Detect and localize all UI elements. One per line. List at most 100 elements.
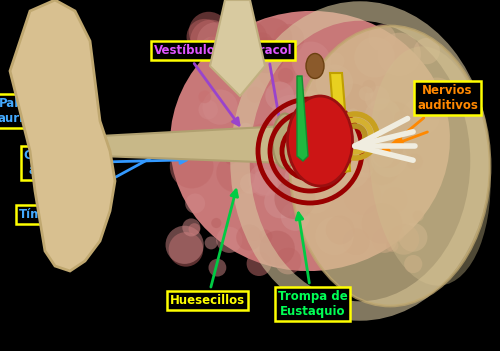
Circle shape — [378, 33, 421, 76]
Circle shape — [372, 138, 403, 168]
Text: Conducto
auditivo: Conducto auditivo — [24, 149, 186, 177]
Circle shape — [374, 127, 405, 159]
Polygon shape — [100, 126, 290, 163]
Text: Trompa de
Eustaquio: Trompa de Eustaquio — [278, 213, 347, 318]
Circle shape — [211, 218, 222, 228]
Circle shape — [372, 227, 397, 253]
Circle shape — [354, 37, 395, 78]
Circle shape — [198, 100, 218, 119]
Circle shape — [352, 123, 369, 140]
Circle shape — [252, 124, 268, 140]
Circle shape — [208, 259, 226, 277]
Circle shape — [231, 20, 268, 57]
Circle shape — [414, 38, 440, 64]
Circle shape — [274, 178, 316, 219]
Circle shape — [322, 165, 334, 177]
Circle shape — [310, 160, 320, 171]
Circle shape — [342, 228, 370, 256]
Circle shape — [265, 124, 276, 134]
Circle shape — [406, 153, 423, 170]
Polygon shape — [10, 0, 115, 271]
Circle shape — [274, 24, 304, 54]
Circle shape — [186, 19, 222, 55]
Circle shape — [202, 90, 238, 125]
Circle shape — [249, 44, 260, 54]
Circle shape — [338, 178, 350, 191]
Circle shape — [328, 101, 338, 112]
Circle shape — [270, 139, 284, 152]
Circle shape — [206, 34, 231, 59]
Circle shape — [225, 153, 236, 165]
Circle shape — [359, 86, 373, 101]
Circle shape — [402, 98, 440, 135]
Circle shape — [394, 111, 408, 125]
Circle shape — [284, 163, 316, 194]
Circle shape — [297, 177, 333, 213]
Polygon shape — [210, 0, 265, 96]
Circle shape — [364, 104, 394, 133]
Polygon shape — [330, 73, 350, 173]
Circle shape — [289, 203, 307, 220]
Circle shape — [189, 12, 228, 52]
Circle shape — [404, 255, 422, 273]
Text: Pabellón
auricular: Pabellón auricular — [0, 97, 92, 153]
Circle shape — [412, 210, 424, 221]
Circle shape — [362, 203, 403, 244]
Circle shape — [378, 101, 413, 137]
Circle shape — [260, 231, 295, 266]
Circle shape — [278, 68, 293, 84]
Circle shape — [246, 251, 272, 276]
Circle shape — [388, 224, 419, 255]
Circle shape — [398, 223, 428, 252]
Text: Nervios
auditivos: Nervios auditivos — [382, 84, 478, 152]
Ellipse shape — [306, 53, 324, 79]
Circle shape — [372, 145, 394, 167]
Circle shape — [225, 128, 256, 159]
Circle shape — [247, 227, 261, 241]
Circle shape — [210, 42, 225, 58]
Circle shape — [364, 99, 401, 135]
Circle shape — [299, 77, 312, 90]
Circle shape — [239, 37, 258, 55]
Circle shape — [246, 123, 285, 162]
Circle shape — [259, 230, 272, 243]
Circle shape — [188, 223, 200, 235]
Circle shape — [190, 20, 231, 61]
Circle shape — [248, 163, 282, 197]
Circle shape — [201, 128, 228, 156]
Ellipse shape — [272, 113, 297, 168]
Circle shape — [382, 187, 407, 213]
Text: Caracol: Caracol — [242, 44, 292, 131]
Circle shape — [334, 84, 371, 120]
Circle shape — [362, 146, 401, 185]
Circle shape — [182, 218, 200, 237]
Circle shape — [247, 63, 260, 77]
Circle shape — [170, 145, 214, 188]
Circle shape — [266, 81, 294, 110]
Circle shape — [292, 41, 331, 80]
Text: Tímpano: Tímpano — [19, 145, 175, 221]
Circle shape — [322, 96, 345, 119]
Circle shape — [216, 227, 242, 253]
Polygon shape — [297, 76, 308, 161]
Circle shape — [198, 91, 211, 103]
Circle shape — [292, 196, 314, 218]
Ellipse shape — [370, 46, 490, 286]
Circle shape — [386, 240, 398, 252]
Circle shape — [316, 65, 353, 102]
Circle shape — [214, 143, 230, 158]
Circle shape — [252, 32, 272, 52]
Circle shape — [335, 147, 374, 185]
Circle shape — [210, 34, 239, 64]
Circle shape — [197, 22, 234, 59]
Circle shape — [362, 80, 376, 93]
Circle shape — [240, 123, 252, 136]
Circle shape — [274, 247, 301, 274]
Circle shape — [346, 108, 360, 121]
Circle shape — [350, 152, 372, 176]
Circle shape — [236, 224, 262, 251]
Circle shape — [204, 237, 218, 250]
Circle shape — [216, 153, 256, 192]
Circle shape — [252, 18, 292, 58]
Circle shape — [365, 86, 390, 111]
